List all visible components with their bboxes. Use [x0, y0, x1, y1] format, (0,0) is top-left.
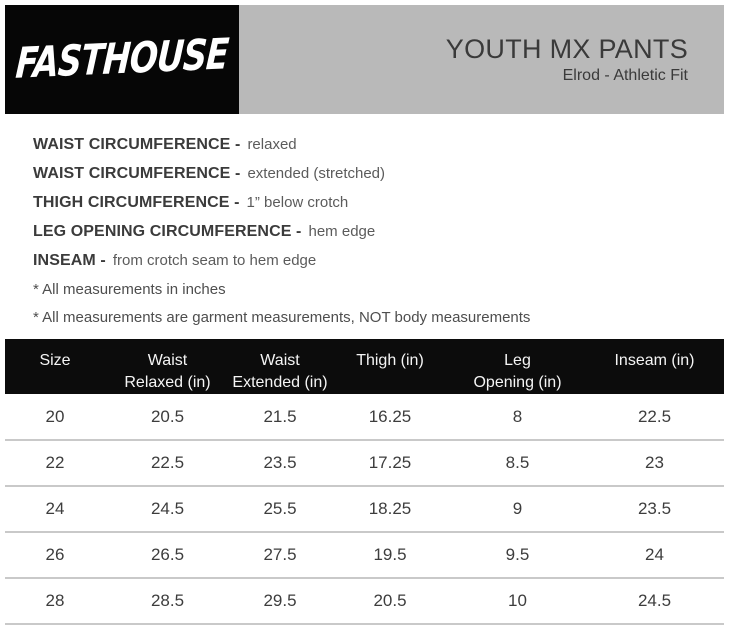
table-row: 22 22.5 23.5 17.25 8.5 23 [5, 440, 724, 487]
table-cell: 25.5 [230, 486, 330, 533]
brand-logo-box: FASTHOUSE [5, 5, 239, 114]
table-cell: 24.5 [585, 578, 724, 625]
definition-description: extended (stretched) [247, 165, 386, 182]
table-row: 28 28.5 29.5 20.5 10 24.5 [5, 578, 724, 625]
table-cell: 24 [585, 532, 724, 579]
definition-row: THIGH CIRCUMFERENCE - 1” below crotch [33, 188, 729, 217]
column-header-waist-extended: Waist Extended (in) [230, 339, 330, 394]
page-subtitle: Elrod - Athletic Fit [562, 66, 688, 84]
table-cell: 9 [450, 486, 585, 533]
note-line: * All measurements are garment measureme… [33, 308, 531, 326]
definition-row: LEG OPENING CIRCUMFERENCE - hem edge [33, 217, 729, 246]
header-title-area: YOUTH MX PANTS Elrod - Athletic Fit [239, 5, 724, 114]
size-table-body: 20 20.5 21.5 16.25 8 22.5 22 22.5 23.5 1… [5, 394, 724, 625]
definition-term: LEG OPENING CIRCUMFERENCE - [33, 222, 302, 240]
definition-description: from crotch seam to hem edge [112, 252, 317, 269]
column-header-leg-opening: Leg Opening (in) [450, 339, 585, 394]
table-cell-size: 22 [5, 440, 105, 487]
page-title: YOUTH MX PANTS [445, 33, 688, 64]
definition-row: INSEAM - from crotch seam to hem edge [33, 246, 729, 275]
table-cell: 9.5 [450, 532, 585, 579]
table-cell: 27.5 [230, 532, 330, 579]
table-cell: 23 [585, 440, 724, 487]
definition-term: WAIST CIRCUMFERENCE - [33, 164, 241, 182]
table-cell-size: 24 [5, 486, 105, 533]
table-cell: 29.5 [230, 578, 330, 625]
fasthouse-logo: FASTHOUSE [14, 30, 230, 89]
table-cell: 16.25 [330, 394, 450, 441]
column-header-waist-relaxed: Waist Relaxed (in) [105, 339, 230, 394]
size-chart-table: Size Waist Relaxed (in) Waist Extended (… [5, 339, 724, 625]
column-header-thigh: Thigh (in) [330, 339, 450, 394]
definition-description: hem edge [308, 223, 376, 240]
definition-row: WAIST CIRCUMFERENCE - relaxed [33, 130, 729, 159]
table-header-row: Size Waist Relaxed (in) Waist Extended (… [5, 339, 724, 394]
table-cell: 8.5 [450, 440, 585, 487]
table-cell: 22.5 [585, 394, 724, 441]
table-cell: 18.25 [330, 486, 450, 533]
table-row: 24 24.5 25.5 18.25 9 23.5 [5, 486, 724, 533]
column-header-size: Size [5, 339, 105, 394]
definition-description: relaxed [247, 136, 297, 153]
table-cell: 22.5 [105, 440, 230, 487]
measurement-definitions: WAIST CIRCUMFERENCE - relaxed WAIST CIRC… [0, 114, 729, 275]
table-cell: 8 [450, 394, 585, 441]
table-cell: 19.5 [330, 532, 450, 579]
table-cell: 21.5 [230, 394, 330, 441]
table-cell: 20.5 [330, 578, 450, 625]
definition-description: 1” below crotch [246, 194, 349, 211]
definition-term: INSEAM - [33, 251, 106, 269]
column-header-inseam: Inseam (in) [585, 339, 724, 394]
table-row: 26 26.5 27.5 19.5 9.5 24 [5, 532, 724, 579]
definition-term: WAIST CIRCUMFERENCE - [33, 135, 241, 153]
table-cell: 26.5 [105, 532, 230, 579]
table-cell-size: 20 [5, 394, 105, 441]
size-table-header: Size Waist Relaxed (in) Waist Extended (… [5, 339, 724, 394]
table-cell: 10 [450, 578, 585, 625]
table-cell-size: 28 [5, 578, 105, 625]
table-cell-size: 26 [5, 532, 105, 579]
table-row: 20 20.5 21.5 16.25 8 22.5 [5, 394, 724, 441]
table-cell: 17.25 [330, 440, 450, 487]
definition-term: THIGH CIRCUMFERENCE - [33, 193, 240, 211]
table-cell: 24.5 [105, 486, 230, 533]
table-cell: 23.5 [230, 440, 330, 487]
table-cell: 28.5 [105, 578, 230, 625]
measurement-notes: * All measurements in inches * All measu… [0, 275, 729, 331]
table-cell: 20.5 [105, 394, 230, 441]
page-header: FASTHOUSE YOUTH MX PANTS Elrod - Athleti… [5, 5, 724, 114]
note-line: * All measurements in inches [33, 280, 226, 298]
table-cell: 23.5 [585, 486, 724, 533]
definition-row: WAIST CIRCUMFERENCE - extended (stretche… [33, 159, 729, 188]
